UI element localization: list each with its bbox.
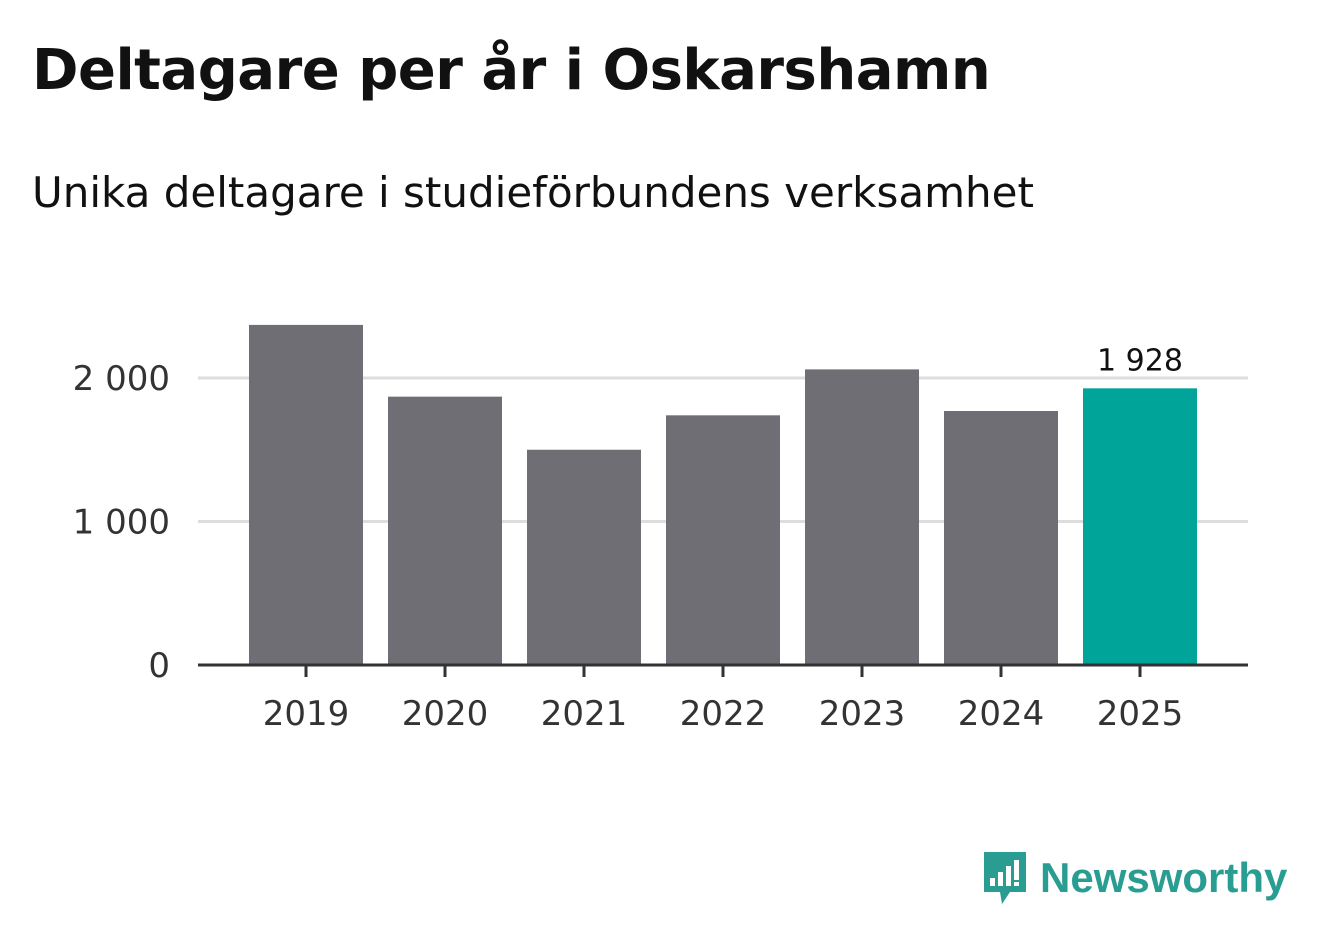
chart-title: Deltagare per år i Oskarshamn [32, 38, 991, 103]
data-label: 1 928 [1097, 343, 1183, 378]
brand-name: Newsworthy [1040, 854, 1288, 901]
x-tick-label: 2021 [541, 694, 628, 734]
x-tick-label: 2024 [958, 694, 1045, 734]
x-tick-label: 2023 [819, 694, 906, 734]
newsworthy-logo-icon [984, 852, 1026, 904]
x-tick-label: 2025 [1097, 694, 1184, 734]
x-tick-label: 2022 [680, 694, 767, 734]
axes [198, 663, 1248, 677]
bar-2019 [249, 324, 363, 665]
y-tick-label: 2 000 [73, 359, 170, 399]
bar-2023 [805, 369, 919, 665]
x-tick-label: 2020 [402, 694, 489, 734]
bar-2020 [388, 396, 502, 665]
bar-2024 [944, 411, 1058, 665]
y-tick-label: 1 000 [73, 503, 170, 543]
x-tick-label: 2019 [263, 694, 350, 734]
labels: 0 1 000 2 000 2019 2020 2021 2022 2023 2024 2025 1… [73, 343, 1184, 734]
bar-2021 [527, 449, 641, 665]
bar-2022 [666, 415, 780, 665]
brand-logo: Newsworthy [980, 848, 1287, 908]
bar-2025 [1083, 388, 1197, 665]
y-tick-label: 0 [148, 646, 170, 686]
chart-subtitle: Unika deltagare i studieförbundens verks… [32, 168, 1034, 217]
bars [249, 324, 1197, 665]
